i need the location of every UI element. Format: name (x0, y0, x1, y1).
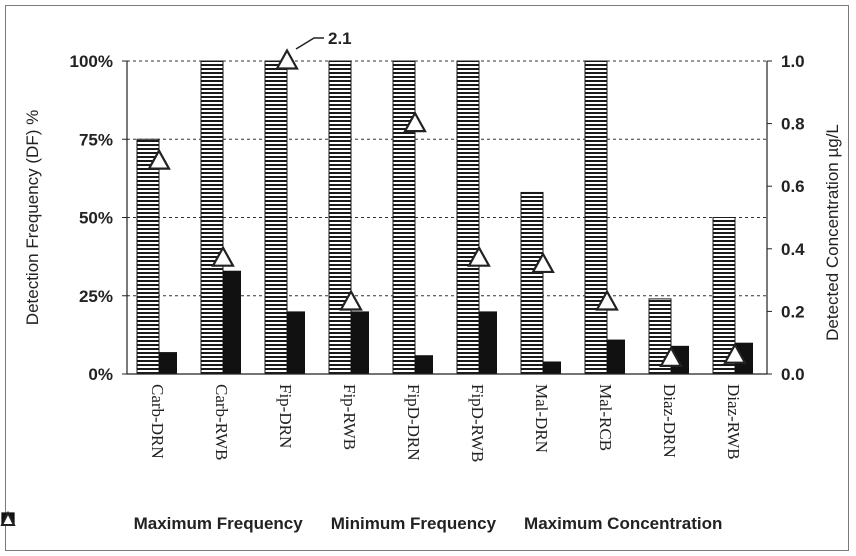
min-frequency-bar (351, 311, 369, 374)
min-frequency-bar (223, 270, 241, 374)
right-tick-label: 0.6 (781, 177, 805, 196)
right-tick-label: 0.0 (781, 365, 805, 384)
concentration-marker (275, 48, 299, 70)
max-frequency-bar (328, 60, 352, 375)
left-tick-label: 50% (79, 209, 113, 228)
y2-axis-title: Detected Concentration µg/L (823, 124, 842, 341)
legend-item: Maximum Concentration (0, 511, 723, 534)
category-label: Mal-DRN (532, 384, 551, 453)
min-frequency-bar (287, 311, 305, 374)
category-label: FipD-DRN (404, 384, 423, 461)
legend-item: Maximum Frequency (1, 512, 303, 534)
concentration-marker (403, 110, 427, 133)
bars (136, 60, 753, 375)
min-frequency-bar (543, 361, 561, 374)
right-tick-label: 1.0 (781, 52, 805, 71)
min-frequency-bar (415, 355, 433, 374)
concentration-markers (147, 48, 747, 367)
max-frequency-bar (584, 60, 608, 375)
right-tick-label: 0.2 (781, 302, 805, 321)
callout-leader (295, 37, 324, 50)
concentration-marker (531, 251, 555, 274)
concentration-marker (467, 245, 491, 267)
legend-item: Minimum Frequency (2, 513, 497, 534)
min-frequency-bar (159, 352, 177, 374)
legend-label: Maximum Frequency (133, 514, 303, 533)
max-frequency-bar (392, 60, 416, 375)
max-frequency-bar (456, 60, 480, 375)
category-label: Carb-DRN (148, 384, 167, 459)
chart-frame (5, 5, 849, 551)
legend-swatch (0, 511, 16, 526)
axes (122, 60, 772, 375)
left-tick-label: 0% (88, 365, 113, 384)
concentration-marker (147, 148, 171, 170)
category-label: Mal-RCB (596, 384, 615, 451)
category-label: Fip-DRN (276, 384, 295, 448)
right-tick-label: 0.4 (781, 240, 805, 259)
category-label: FipD-RWB (468, 384, 487, 462)
category-label: Diaz-RWB (724, 384, 743, 460)
left-tick-label: 25% (79, 287, 113, 306)
max-frequency-bar (264, 60, 288, 375)
left-tick-label: 75% (79, 130, 113, 149)
concentration-marker (339, 289, 363, 311)
concentration-marker (659, 345, 683, 367)
category-label: Carb-RWB (212, 384, 231, 461)
min-frequency-bar (671, 345, 689, 374)
category-label: Diaz-DRN (660, 384, 679, 458)
legend: Maximum Frequency Minimum Frequency Maximu… (0, 511, 856, 537)
y-axis-title: Detection Frequency (DF) % (23, 110, 42, 325)
right-tick-label: 0.8 (781, 115, 805, 134)
gridlines (127, 60, 767, 297)
max-frequency-bar (200, 60, 224, 375)
min-frequency-bar (479, 311, 497, 374)
legend-label: Minimum Frequency (330, 514, 497, 533)
category-label: Fip-RWB (340, 384, 359, 450)
concentration-marker (595, 289, 619, 311)
concentration-marker (723, 342, 747, 364)
legend-label: Maximum Concentration (524, 514, 723, 533)
callout-label: 2.1 (328, 29, 352, 48)
min-frequency-bar (735, 342, 753, 374)
left-tick-label: 100% (70, 52, 113, 71)
concentration-marker (211, 245, 235, 267)
max-frequency-bar (136, 138, 160, 375)
min-frequency-bar (607, 339, 625, 374)
labels: 0% 25% 50% 75% 100% 0.0 0.2 0.4 0.6 0.8 1.0 Detecti… (23, 29, 842, 462)
max-frequency-bar (520, 191, 544, 375)
